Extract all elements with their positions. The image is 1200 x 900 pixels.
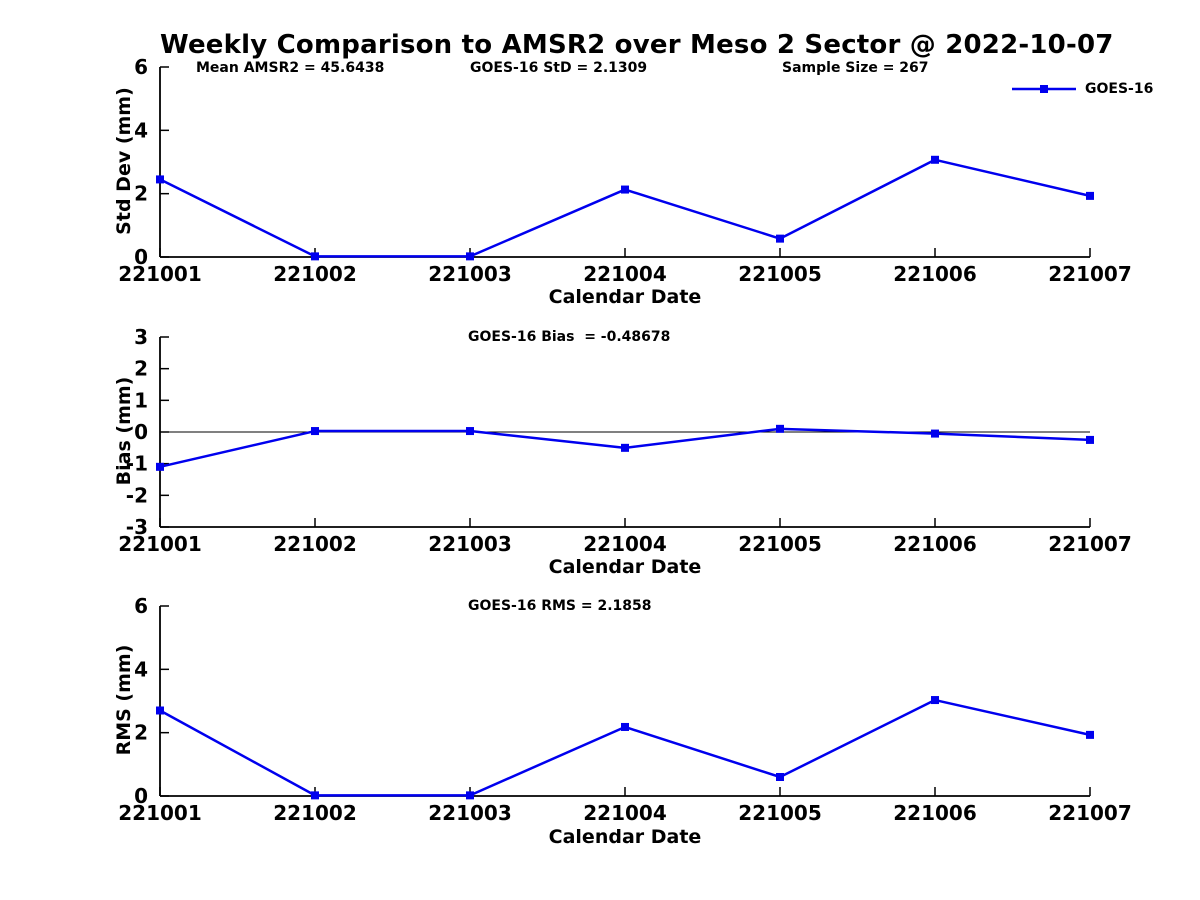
data-marker [466,427,474,436]
data-marker [776,773,784,781]
data-marker [931,429,939,438]
x-tick-label: 221004 [583,262,667,286]
data-marker [156,706,164,715]
y-tick-label: 0 [134,245,148,269]
data-marker [156,175,164,184]
x-tick-label: 221003 [428,801,512,825]
data-marker [1086,191,1094,200]
data-marker [311,427,319,436]
x-tick-label: 221004 [583,532,667,556]
data-marker [156,462,164,471]
data-marker [776,424,784,433]
x-tick-label: 221007 [1048,532,1132,556]
xlabel-calendar-date-1: Calendar Date [548,286,702,308]
data-line-goes-16 [159,158,1091,258]
data-marker [621,443,629,452]
x-tick-label: 221003 [428,262,512,286]
y-tick-label: 0 [134,784,148,808]
xlabel-calendar-date-2: Calendar Date [548,556,702,578]
y-tick-label: -1 [126,452,148,476]
x-tick-label: 221007 [1048,262,1132,286]
y-tick-label: 1 [134,388,148,412]
x-tick-label: 221001 [118,532,202,556]
data-marker [466,791,474,800]
legend-label: GOES-16 [1085,81,1154,97]
data-marker [776,234,784,243]
annotation-mean-amsr2: Mean AMSR2 = 45.6438 [196,60,385,76]
y-tick-label: 3 [134,325,148,349]
y-tick-label: -2 [126,483,148,507]
figure-title: Weekly Comparison to AMSR2 over Meso 2 S… [160,30,1114,60]
x-tick-label: 221002 [273,262,357,286]
x-tick-label: 221005 [738,532,822,556]
x-tick-label: 221006 [893,532,977,556]
y-tick-label: 2 [134,182,148,206]
x-tick-label: 221005 [738,801,822,825]
x-tick-label: 221002 [273,532,357,556]
data-marker [466,252,474,261]
annotation-goes16-std: GOES-16 StD = 2.1309 [470,60,648,76]
x-tick-label: 221006 [893,801,977,825]
ylabel-rms: RMS (mm) [113,644,135,756]
chart-annotation-bias: GOES-16 Bias = -0.48678 [468,329,671,345]
x-tick-label: 221002 [273,801,357,825]
x-tick-label: 221005 [738,262,822,286]
y-tick-label: 6 [134,594,148,618]
y-tick-label: 0 [134,420,148,444]
legend-line-marker-icon [1012,85,1076,93]
y-tick-label: -3 [126,515,148,539]
chart-rms: 0 2 4 6 221001 221002 221003 221004 221005 221006… [118,594,1132,825]
x-tick-label: 221007 [1048,801,1132,825]
annotation-sample-size: Sample Size = 267 [782,60,929,76]
data-marker [311,791,319,800]
chart-std-dev: 0 2 4 6 221001 221002 221003 221004 221005 221006… [118,55,1132,286]
chart-annotation-rms: GOES-16 RMS = 2.1858 [468,598,652,614]
data-marker [1086,730,1094,739]
x-tick-label: 221004 [583,801,667,825]
ylabel-bias: Bias (mm) [113,376,135,486]
data-line-goes-16 [159,698,1091,797]
data-marker [621,185,629,194]
data-marker [311,252,319,261]
data-marker [621,722,629,731]
ylabel-std-dev: Std Dev (mm) [113,87,135,235]
y-tick-label: 4 [134,657,148,681]
data-marker [931,155,939,164]
x-tick-label: 221003 [428,532,512,556]
data-marker [1086,435,1094,444]
x-tick-label: 221006 [893,262,977,286]
x-tick-label: 221001 [118,262,202,286]
xlabel-calendar-date-3: Calendar Date [548,826,702,848]
y-tick-label: 4 [134,118,148,142]
y-tick-label: 2 [134,721,148,745]
legend: GOES-16 [1012,81,1153,97]
y-tick-label: 6 [134,55,148,79]
x-tick-label: 221001 [118,801,202,825]
y-tick-label: 2 [134,357,148,381]
data-marker [931,696,939,705]
